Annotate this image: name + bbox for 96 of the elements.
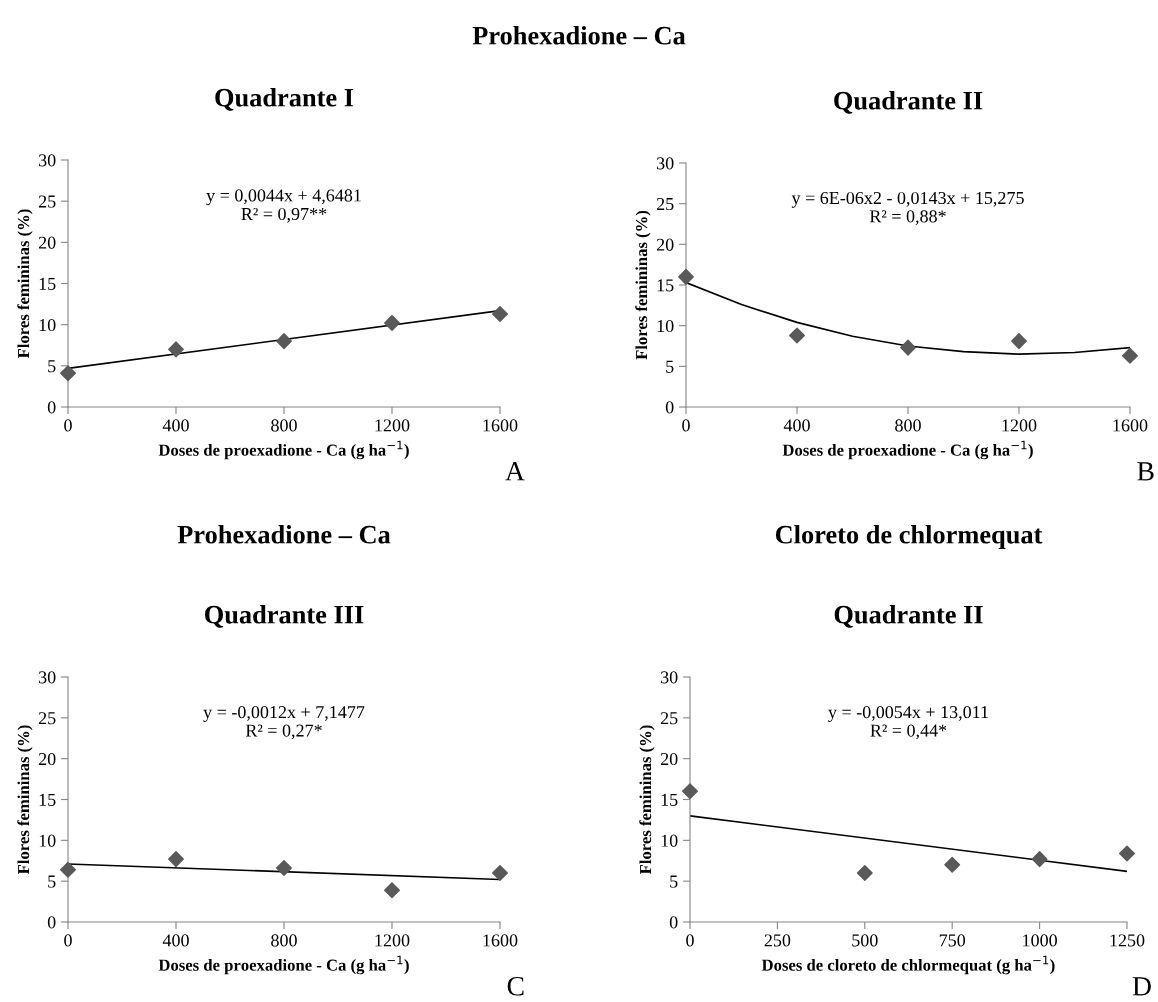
y-tick-label: 10 [39,834,56,847]
point [60,861,76,878]
y-tick-label: 30 [39,154,56,167]
point [1011,333,1027,350]
point [1031,851,1048,868]
x-tick-label: 250 [764,934,791,947]
y-tick-label: 30 [657,157,674,170]
x-tick-label: 750 [939,934,966,947]
y-axis-title: Flores femininas (%) [17,209,33,359]
text: D [1132,977,1151,996]
point [1119,845,1135,862]
y-tick-label: 20 [660,752,678,766]
x-tick-label: 400 [162,934,189,947]
point [1122,347,1138,364]
x-tick-label: 1600 [1113,419,1148,432]
x-tick-label: 1250 [1110,934,1145,947]
x-tick-label: 400 [783,419,810,432]
y-tick-label: 15 [661,793,678,806]
annotation: R² = 0,44* [870,724,947,740]
y-tick-label: 5 [666,360,674,373]
chart-subtitle: Quadrante II [834,91,983,114]
y-tick-label: 30 [661,671,678,684]
point [789,327,805,344]
point [276,860,292,877]
point [678,268,694,285]
y-tick-label: 10 [657,319,674,333]
annotation: y = -0,0054x + 13,011 [828,706,988,722]
x-axis-title: Doses de proexadione - Ca (g ha$^{−1}$) [782,440,1033,460]
y-tick-label: 30 [39,671,56,684]
chart-title: Cloreto de chlormequat [775,525,1043,549]
y-tick-label: 0 [665,401,674,414]
annotation: y = 6E-06x2 - 0,0143x + 15,275 [791,191,1024,208]
y-tick-label: 10 [39,318,56,332]
text: C [507,976,524,996]
x-tick-label: 1200 [1002,419,1037,432]
point [276,333,292,350]
y-axis-title: Flores femininas (%) [635,210,651,360]
y-tick-label: 25 [656,197,674,211]
y-tick-label: 10 [661,834,678,847]
y-axis-title: Flores femininas (%) [17,725,33,875]
point [492,305,508,322]
point [168,341,184,358]
point [384,882,400,899]
x-tick-label: 500 [852,934,878,947]
x-tick-label: 0 [64,934,72,947]
y-tick-label: 0 [47,916,56,929]
x-tick-label: 1600 [483,419,518,432]
x-tick-label: 1600 [483,934,518,947]
point [492,865,508,881]
x-tick-label: 400 [162,419,189,432]
x-tick-label: 0 [686,934,694,947]
x-axis-title: Doses de proexadione - Ca (g ha$^{−1}$) [158,955,409,975]
point [60,365,76,382]
y-tick-label: 20 [656,238,674,251]
point [944,856,961,873]
y-tick-label: 5 [48,360,56,373]
chart-subtitle: Quadrante II [834,605,983,628]
y-tick-label: 20 [38,752,56,766]
x-tick-label: 0 [64,419,72,432]
x-tick-label: 1200 [375,419,410,432]
y-tick-label: 25 [660,712,678,725]
chart-title: Prohexadione – Ca [177,525,391,544]
x-tick-label: 1200 [375,934,410,947]
chart-subtitle: Quadrante III [205,605,364,628]
chart-subtitle: Quadrante I [215,88,354,111]
y-axis-title: Flores femininas (%) [639,725,655,875]
text: Prohexadione – Ca [472,26,686,45]
annotation: R² = 0,88* [869,210,946,226]
x-tick-label: 800 [895,419,921,432]
point [168,851,184,868]
point [682,783,698,800]
y-tick-label: 25 [38,195,56,208]
x-axis-title: Doses de cloreto de chlormequat (g ha$^{−1}$) [761,955,1055,975]
y-tick-label: 15 [39,793,56,806]
point [856,865,873,881]
y-tick-label: 15 [657,279,674,292]
point [384,315,400,331]
y-tick-label: 0 [669,916,678,929]
y-tick-label: 5 [48,875,56,888]
y-tick-label: 20 [38,236,56,249]
x-tick-label: 800 [271,934,297,947]
text: B [1137,462,1154,481]
point [900,339,916,356]
y-tick-label: 0 [47,401,56,414]
x-axis-title: Doses de proexadione - Ca (g ha$^{−1}$) [158,440,409,460]
annotation: R² = 0,97** [241,207,327,223]
y-tick-label: 15 [39,277,56,290]
annotation: R² = 0,27* [245,724,322,740]
text: A [505,462,525,481]
x-tick-label: 800 [271,419,297,432]
annotation: y = 0,0044x + 4,6481 [206,189,361,206]
y-tick-label: 5 [670,875,678,888]
x-tick-label: 0 [682,419,690,432]
x-tick-label: 1000 [1023,934,1057,947]
annotation: y = -0,0012x + 7,1477 [203,706,365,722]
y-tick-label: 25 [38,712,56,725]
